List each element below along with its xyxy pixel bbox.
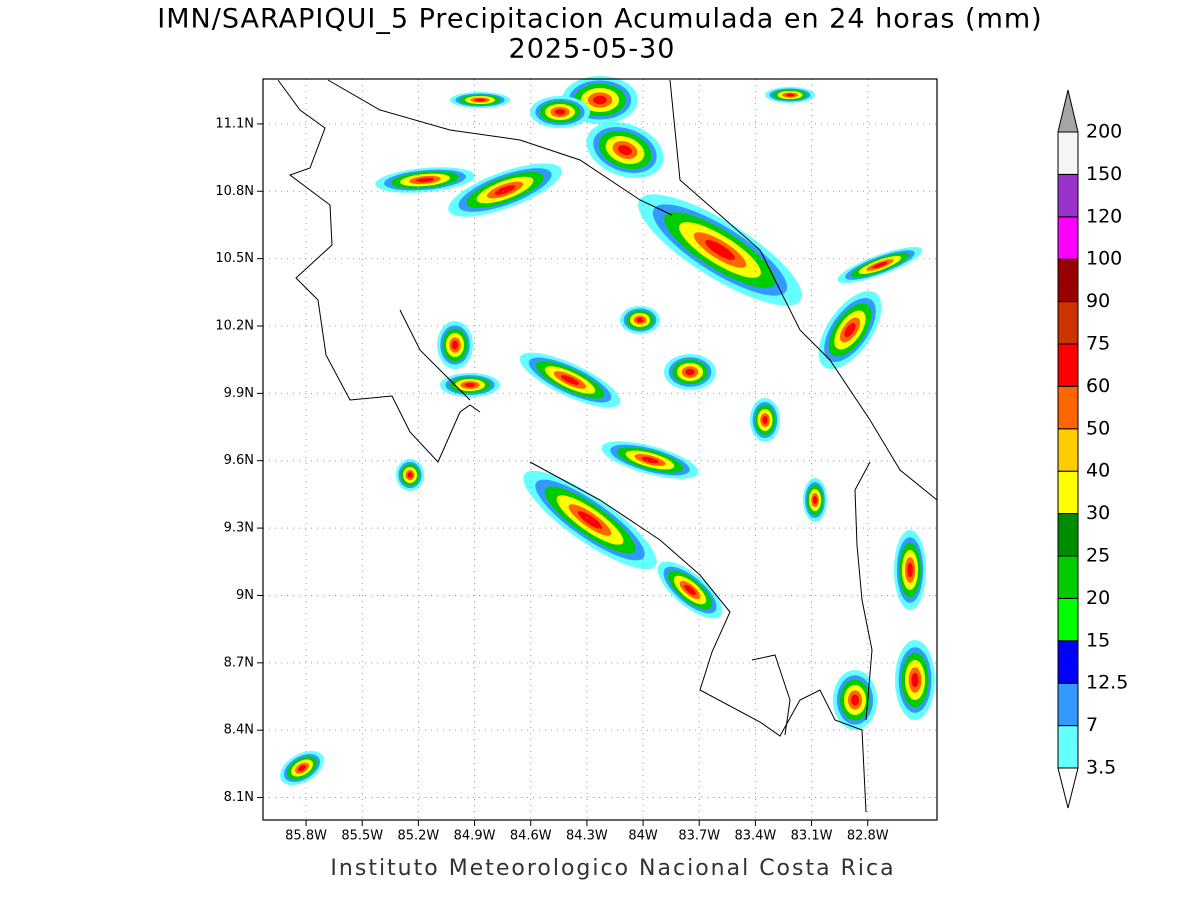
colorbar-label: 20 <box>1086 587 1110 609</box>
colorbar-label: 3.5 <box>1086 757 1116 779</box>
pacific-coast-south <box>529 461 867 813</box>
footer: Instituto Meteorologico Nacional Costa R… <box>330 856 895 881</box>
y-tick-label: 10.8N <box>215 184 254 199</box>
y-tick-label: 10.5N <box>215 251 254 266</box>
rain-cell <box>851 694 859 706</box>
colorbar-segment <box>1057 725 1079 769</box>
x-tick-label: 84.3W <box>566 829 608 844</box>
x-tick-label: 84W <box>628 829 658 844</box>
x-tick-label: 85.2W <box>397 829 439 844</box>
colorbar-segment <box>1057 343 1079 387</box>
colorbar-segment <box>1057 470 1079 515</box>
osa-peninsula <box>751 654 791 736</box>
y-tick-label: 8.4N <box>224 723 254 738</box>
rain-cell <box>684 584 696 596</box>
y-tick-label: 11.1N <box>215 116 254 131</box>
rain-cell <box>554 109 566 115</box>
x-tick-label: 85.5W <box>341 829 383 844</box>
colorbar-label: 100 <box>1086 248 1122 270</box>
colorbar-segment <box>1057 258 1079 303</box>
colorbar-label: 200 <box>1086 121 1122 143</box>
y-tick-label: 9N <box>236 588 254 603</box>
colorbar-label: 7 <box>1086 714 1098 736</box>
x-tick-label: 82.8W <box>847 829 889 844</box>
grid <box>263 79 937 820</box>
rain-cell <box>685 368 695 376</box>
y-tick-label: 9.9N <box>224 386 254 401</box>
rain-cell <box>407 472 413 478</box>
pacific-coast-north <box>277 79 481 463</box>
coastlines <box>277 79 938 813</box>
rain-cell <box>872 261 888 269</box>
border-north <box>327 79 673 216</box>
rain-cell <box>705 239 735 261</box>
colorbar-segment <box>1057 216 1079 260</box>
colorbar-label: 25 <box>1086 545 1110 567</box>
rain-cell <box>785 93 795 97</box>
map-title: IMN/SARAPIQUI_5 Precipitacion Acumulada … <box>157 4 1042 35</box>
colorbar-label: 15 <box>1086 629 1110 651</box>
axes: 85.8W 85.5W 85.2W 84.9W 84.6W 84.3W 84W 83.7W 83… <box>215 116 888 843</box>
colorbar-segment <box>1057 131 1079 175</box>
rain-cell <box>812 496 818 504</box>
map-frame <box>262 78 938 821</box>
gulf-coast <box>399 309 471 401</box>
colorbar-label: 75 <box>1086 333 1110 355</box>
colorbar-label: 12.5 <box>1086 672 1128 694</box>
colorbar-label: 150 <box>1086 163 1122 185</box>
colorbar-segment <box>1057 555 1079 599</box>
rain-cell <box>451 340 459 350</box>
y-tick-label: 9.3N <box>224 521 254 536</box>
rain-cell <box>911 672 919 688</box>
rain-cell <box>474 98 486 102</box>
colorbar-label: 60 <box>1086 375 1110 397</box>
colorbar-label: 30 <box>1086 502 1110 524</box>
rain-cell <box>298 764 306 772</box>
x-tick-label: 84.6W <box>510 829 552 844</box>
colorbar-over <box>1057 89 1079 133</box>
caribbean-coast <box>669 79 938 501</box>
colorbar-segment <box>1057 640 1079 684</box>
y-tick-label: 8.7N <box>224 655 254 670</box>
colorbar-segment <box>1057 428 1079 472</box>
y-tick-label: 9.6N <box>224 453 254 468</box>
x-tick-label: 84.9W <box>454 829 496 844</box>
colorbar-label: 120 <box>1086 205 1122 227</box>
rain-cell <box>494 185 516 195</box>
colorbar-label: 90 <box>1086 290 1110 312</box>
border-south <box>854 461 873 721</box>
rain-cell <box>464 382 476 388</box>
rain-cell <box>416 177 434 183</box>
x-tick-label: 83.1W <box>791 829 833 844</box>
rain-cell <box>907 562 913 578</box>
colorbar-segment <box>1057 513 1079 557</box>
colorbar-segment <box>1057 301 1079 345</box>
rain-cell <box>636 317 644 323</box>
rain-cell <box>618 144 632 156</box>
colorbar-segment <box>1057 682 1079 727</box>
x-tick-label: 83.4W <box>734 829 776 844</box>
colorbar-segment <box>1057 597 1079 642</box>
rain-cell <box>762 416 768 424</box>
colorbar-segment <box>1057 173 1079 218</box>
map-subtitle: 2025-05-30 <box>509 34 676 65</box>
y-tick-label: 8.1N <box>224 790 254 805</box>
colorbar-segment <box>1057 385 1079 430</box>
colorbar-under <box>1057 767 1079 809</box>
y-tick-label: 10.2N <box>215 319 254 334</box>
rain-cell <box>844 322 856 338</box>
x-tick-label: 85.8W <box>285 829 327 844</box>
colorbar: 3.5 7 12.5 15 20 25 30 40 50 60 75 90 100 120 150 200 <box>1057 89 1128 809</box>
precipitation-field <box>280 76 935 786</box>
rain-cell <box>593 95 607 105</box>
rain-cell <box>560 375 580 385</box>
rain-cell <box>577 511 603 529</box>
x-tick-label: 83.7W <box>678 829 720 844</box>
rain-cell <box>641 456 659 464</box>
colorbar-label: 40 <box>1086 460 1110 482</box>
colorbar-label: 50 <box>1086 417 1110 439</box>
